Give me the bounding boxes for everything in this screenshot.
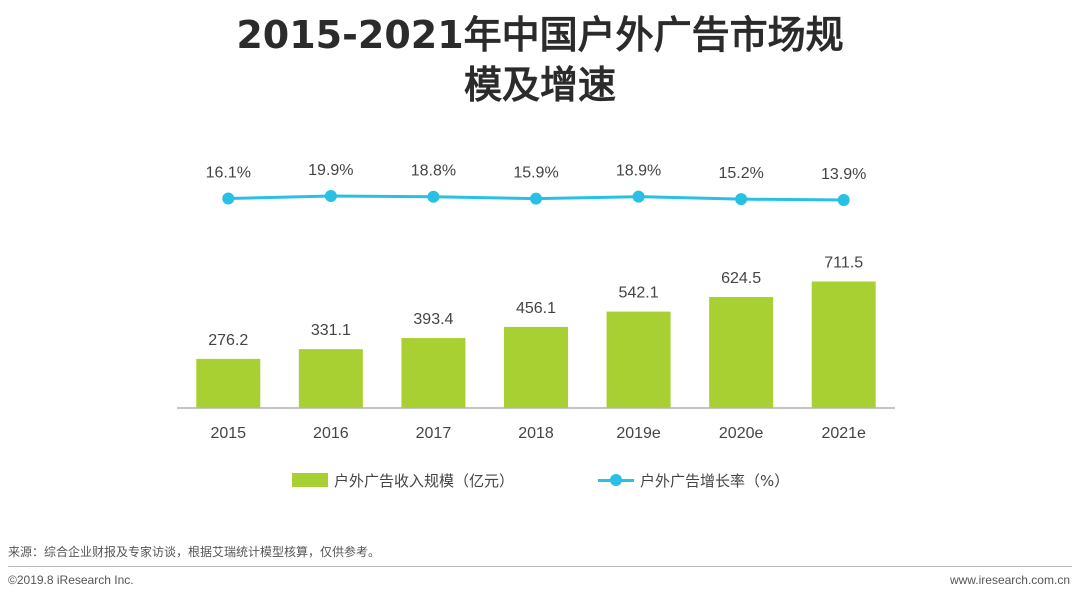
growth-rate-label: 13.9%: [821, 166, 866, 183]
bar-2019e: [606, 311, 671, 408]
legend-bar-swatch: [292, 473, 328, 487]
title-line-1: 2015-2021年中国户外广告市场规: [236, 13, 844, 57]
legend-line-label: 户外广告增长率（%）: [640, 471, 790, 490]
legend-item-bar: 户外广告收入规模（亿元）: [292, 468, 514, 492]
bar-2016: [298, 349, 363, 408]
growth-rate-point: [427, 190, 440, 203]
x-tick-label: 2017: [416, 425, 452, 442]
bar-value-label: 331.1: [311, 322, 351, 339]
copyright-text: ©2019.8 iResearch Inc.: [8, 573, 134, 587]
bar-2017: [401, 338, 466, 408]
x-tick-label: 2020e: [719, 425, 764, 442]
x-tick-label: 2019e: [616, 425, 661, 442]
legend-item-line: 户外广告增长率（%）: [598, 468, 789, 492]
bar-value-label: 624.5: [721, 270, 761, 287]
growth-rate-label: 15.2%: [718, 165, 763, 182]
growth-rate-point: [324, 190, 337, 202]
growth-rate-point: [837, 194, 850, 206]
source-note: 来源：综合企业财报及专家访谈，根据艾瑞统计模型核算，仅供参考。: [8, 545, 381, 559]
website-link[interactable]: www.iresearch.com.cn: [949, 573, 1070, 587]
x-tick-label: 2016: [313, 425, 349, 442]
bar-2021e: [811, 281, 876, 408]
growth-rate-point: [222, 192, 235, 205]
bar-value-label: 276.2: [208, 332, 248, 349]
growth-rate-point: [530, 192, 542, 205]
bar-2018: [504, 326, 568, 408]
x-tick-label: 2021e: [821, 425, 866, 442]
growth-rate-label: 18.8%: [411, 163, 456, 180]
growth-rate-point: [632, 190, 645, 203]
growth-rate-label: 18.9%: [616, 163, 661, 180]
bar-value-label: 393.4: [413, 311, 453, 328]
chart-title: 2015-2021年中国户外广告市场规 模及增速: [0, 10, 1080, 110]
footer-divider: [8, 566, 1072, 567]
bar-2015: [196, 358, 261, 408]
legend-bar-label: 户外广告收入规模（亿元）: [334, 471, 515, 490]
growth-rate-label: 19.9%: [308, 162, 353, 179]
growth-rate-label: 15.9%: [513, 165, 558, 182]
legend-line-swatch: [598, 473, 634, 487]
bar-value-label: 711.5: [824, 254, 863, 271]
combo-chart: 276.2 2015 331.1 2016 393.4 2017 456.1 2018 542.…: [177, 162, 895, 442]
x-tick-label: 2018: [518, 425, 554, 442]
bar-2020e: [709, 296, 774, 408]
bar-value-label: 542.1: [619, 285, 659, 302]
growth-rate-label: 16.1%: [206, 165, 251, 182]
title-line-2: 模及增速: [463, 63, 616, 107]
growth-rate-point: [735, 193, 748, 206]
x-tick-label: 2015: [210, 425, 246, 442]
bar-value-label: 456.1: [516, 300, 556, 317]
